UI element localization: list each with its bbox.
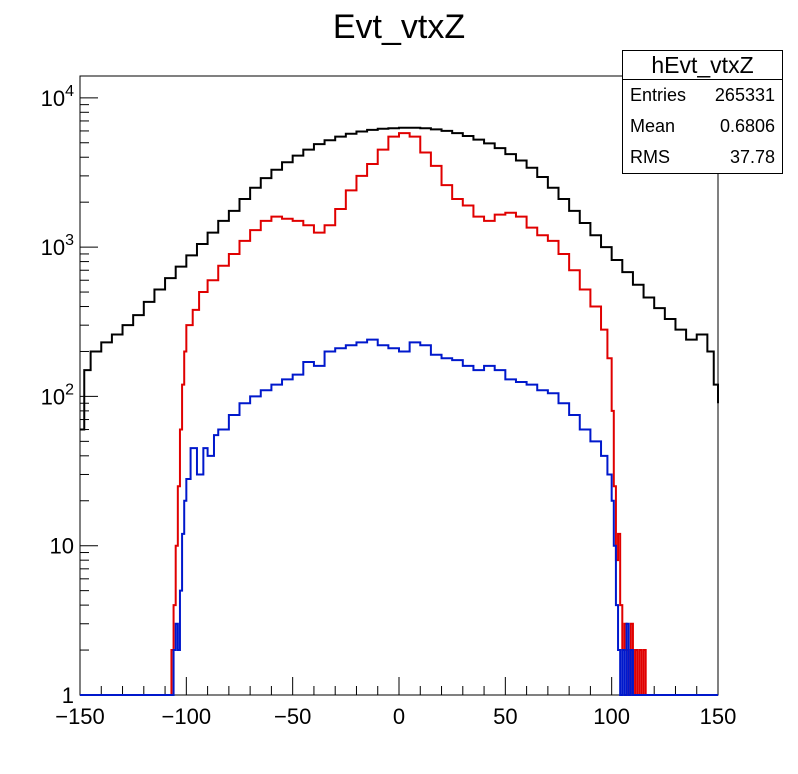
x-tick-label: −50 <box>274 704 311 729</box>
y-tick-label: 102 <box>41 381 74 409</box>
stats-value: 265331 <box>714 85 775 105</box>
y-tick-label: 10 <box>50 534 74 559</box>
stats-label: Mean <box>630 116 676 136</box>
stats-label: Entries <box>630 85 687 105</box>
y-tick-label: 104 <box>41 83 74 111</box>
series-line-0 <box>80 126 719 431</box>
stats-value: 0.6806 <box>719 116 775 136</box>
x-tick-label: 50 <box>493 704 517 729</box>
stats-label: RMS <box>630 147 670 167</box>
y-tick-label: 1 <box>62 683 74 708</box>
x-tick-label: −100 <box>162 704 212 729</box>
axis-ticks: −150 −100 −50 0 50 100 150 1 10 102 103 104 <box>41 83 737 729</box>
series-line-1 <box>80 132 718 696</box>
stats-row-rms: RMS 37.78 <box>623 142 782 173</box>
stats-row-entries: Entries 265331 <box>623 80 782 111</box>
x-tick-label: 0 <box>393 704 405 729</box>
stats-box: hEvt_vtxZ Entries 265331 Mean 0.6806 RMS… <box>622 50 783 174</box>
series-lines <box>80 126 719 696</box>
x-tick-label: 150 <box>700 704 737 729</box>
y-tick-label: 103 <box>41 232 74 260</box>
stats-box-title: hEvt_vtxZ <box>623 51 782 80</box>
x-tick-label: −150 <box>55 704 105 729</box>
stats-row-mean: Mean 0.6806 <box>623 111 782 142</box>
x-tick-label: 100 <box>593 704 630 729</box>
chart-title: Evt_vtxZ <box>332 8 466 46</box>
stats-value: 37.78 <box>729 147 775 167</box>
series-line-2 <box>80 338 718 696</box>
